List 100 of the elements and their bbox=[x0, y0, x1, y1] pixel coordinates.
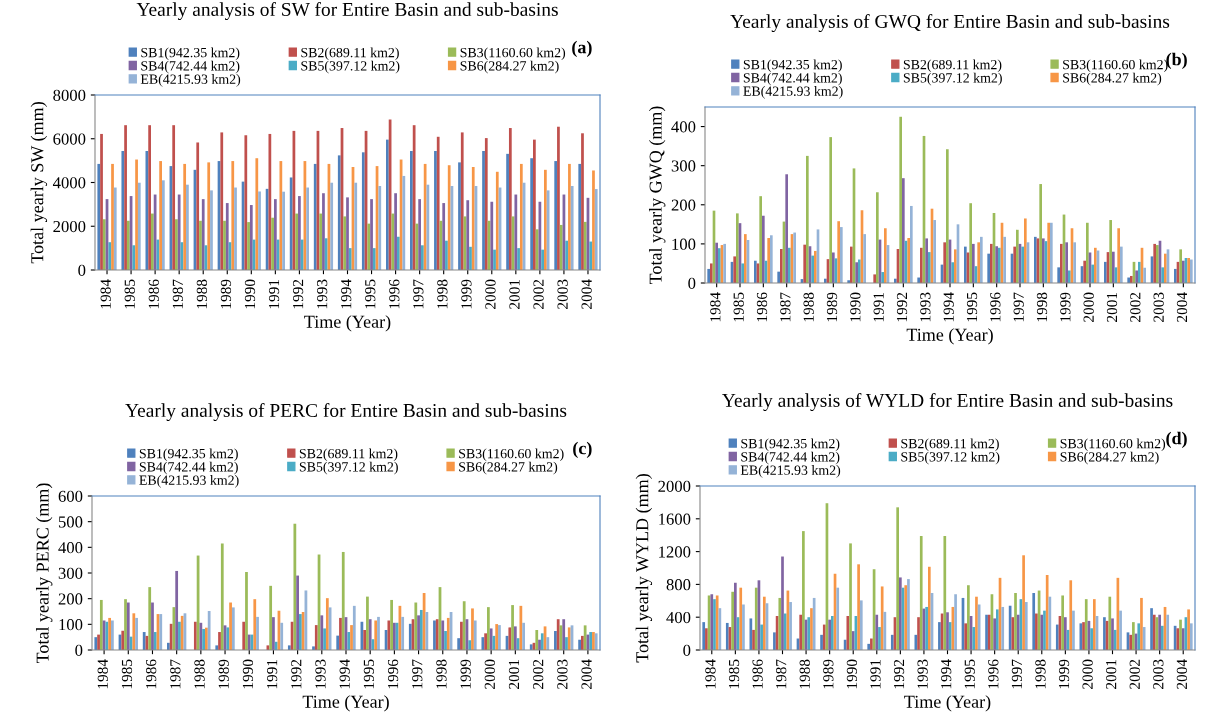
bar bbox=[568, 163, 571, 270]
bar bbox=[469, 246, 472, 270]
bar bbox=[148, 587, 152, 650]
bar bbox=[511, 605, 514, 650]
legend-label: SB4(742.44 km2) bbox=[743, 72, 842, 86]
bar bbox=[490, 201, 494, 270]
bar bbox=[546, 190, 550, 270]
bar bbox=[218, 632, 221, 650]
bar bbox=[370, 199, 373, 270]
bar bbox=[159, 161, 162, 270]
bar bbox=[1040, 614, 1044, 650]
x-tick-label: 1988 bbox=[194, 659, 205, 689]
bar bbox=[417, 615, 420, 650]
bar bbox=[274, 641, 278, 650]
bar bbox=[312, 646, 315, 650]
bar bbox=[954, 249, 957, 283]
bar bbox=[1108, 596, 1112, 650]
x-tick-label: 1986 bbox=[145, 659, 157, 689]
bar bbox=[859, 600, 863, 650]
bar bbox=[306, 187, 310, 270]
bar bbox=[1083, 260, 1086, 283]
bar bbox=[287, 645, 291, 650]
x-tick-label: 1992 bbox=[291, 659, 302, 689]
bar bbox=[457, 638, 461, 650]
y-tick-label: 400 bbox=[666, 611, 691, 624]
legend-label: SB5(397.12 km2) bbox=[903, 72, 1002, 86]
bar bbox=[967, 585, 970, 650]
bar bbox=[325, 598, 329, 650]
x-tick-label: 1998 bbox=[437, 279, 448, 309]
bar bbox=[1057, 267, 1060, 283]
bar bbox=[280, 622, 284, 650]
bar bbox=[220, 132, 224, 270]
bar bbox=[368, 619, 372, 650]
bar bbox=[707, 268, 710, 283]
bar bbox=[298, 196, 301, 270]
bar bbox=[829, 137, 832, 283]
bar bbox=[972, 243, 975, 283]
bar bbox=[741, 263, 744, 283]
bar bbox=[462, 601, 466, 650]
bar bbox=[300, 239, 304, 270]
bar bbox=[323, 628, 326, 650]
bar bbox=[850, 246, 853, 283]
bar bbox=[390, 599, 393, 650]
y-tick-label: 6000 bbox=[53, 133, 86, 145]
bar bbox=[256, 616, 259, 650]
bar bbox=[713, 599, 716, 650]
bar bbox=[1064, 617, 1067, 650]
bar bbox=[273, 199, 277, 270]
bar bbox=[739, 587, 743, 650]
x-tick-label: 1984 bbox=[97, 659, 108, 689]
bar bbox=[583, 221, 587, 270]
bar bbox=[565, 240, 569, 270]
bar bbox=[1024, 218, 1027, 283]
bar bbox=[541, 249, 544, 270]
y-tick-label: 100 bbox=[59, 619, 83, 631]
bar bbox=[1035, 613, 1038, 650]
bar bbox=[1043, 610, 1046, 650]
y-tick-label: 300 bbox=[58, 567, 83, 579]
x-tick-label: 1986 bbox=[756, 292, 768, 322]
x-tick-label: 2002 bbox=[533, 279, 544, 309]
bar bbox=[803, 244, 806, 283]
bar bbox=[880, 586, 884, 650]
bar bbox=[875, 614, 879, 650]
x-axis-title: Time (Year) bbox=[304, 315, 391, 332]
x-tick-label: 1995 bbox=[966, 292, 978, 322]
bar bbox=[419, 609, 423, 650]
bar bbox=[215, 645, 219, 650]
bar bbox=[538, 639, 541, 650]
x-tick-label: 1989 bbox=[218, 659, 229, 689]
bar bbox=[1011, 617, 1015, 650]
bar bbox=[242, 621, 246, 650]
legend-label: SB3(1160.60 km2) bbox=[1060, 438, 1166, 452]
bar bbox=[374, 620, 378, 650]
bar bbox=[161, 180, 165, 270]
bar bbox=[951, 262, 954, 283]
x-tick-label: 1986 bbox=[148, 279, 159, 309]
bar bbox=[946, 612, 949, 650]
bar bbox=[258, 191, 261, 270]
bar bbox=[1138, 261, 1141, 283]
bar bbox=[519, 605, 523, 650]
y-tick-label: 0 bbox=[683, 644, 691, 656]
bar bbox=[324, 238, 328, 270]
bar bbox=[744, 234, 747, 283]
y-tick-label: 800 bbox=[666, 579, 691, 591]
bar bbox=[350, 625, 353, 650]
bar bbox=[175, 570, 179, 650]
x-tick-label: 2000 bbox=[484, 659, 495, 689]
legend-label: SB1(942.35 km2) bbox=[743, 59, 842, 73]
x-tick-label: 2003 bbox=[1153, 659, 1164, 689]
bar bbox=[846, 615, 850, 650]
bar bbox=[295, 213, 299, 270]
x-tick-label: 1999 bbox=[461, 279, 472, 309]
x-axis-title: Time (Year) bbox=[906, 328, 993, 345]
bar bbox=[1014, 593, 1017, 650]
y-tick-label: 200 bbox=[58, 593, 83, 605]
bar bbox=[199, 220, 202, 270]
bar bbox=[789, 602, 792, 650]
bar bbox=[1179, 249, 1182, 283]
bar bbox=[193, 621, 197, 650]
bar bbox=[434, 151, 437, 270]
